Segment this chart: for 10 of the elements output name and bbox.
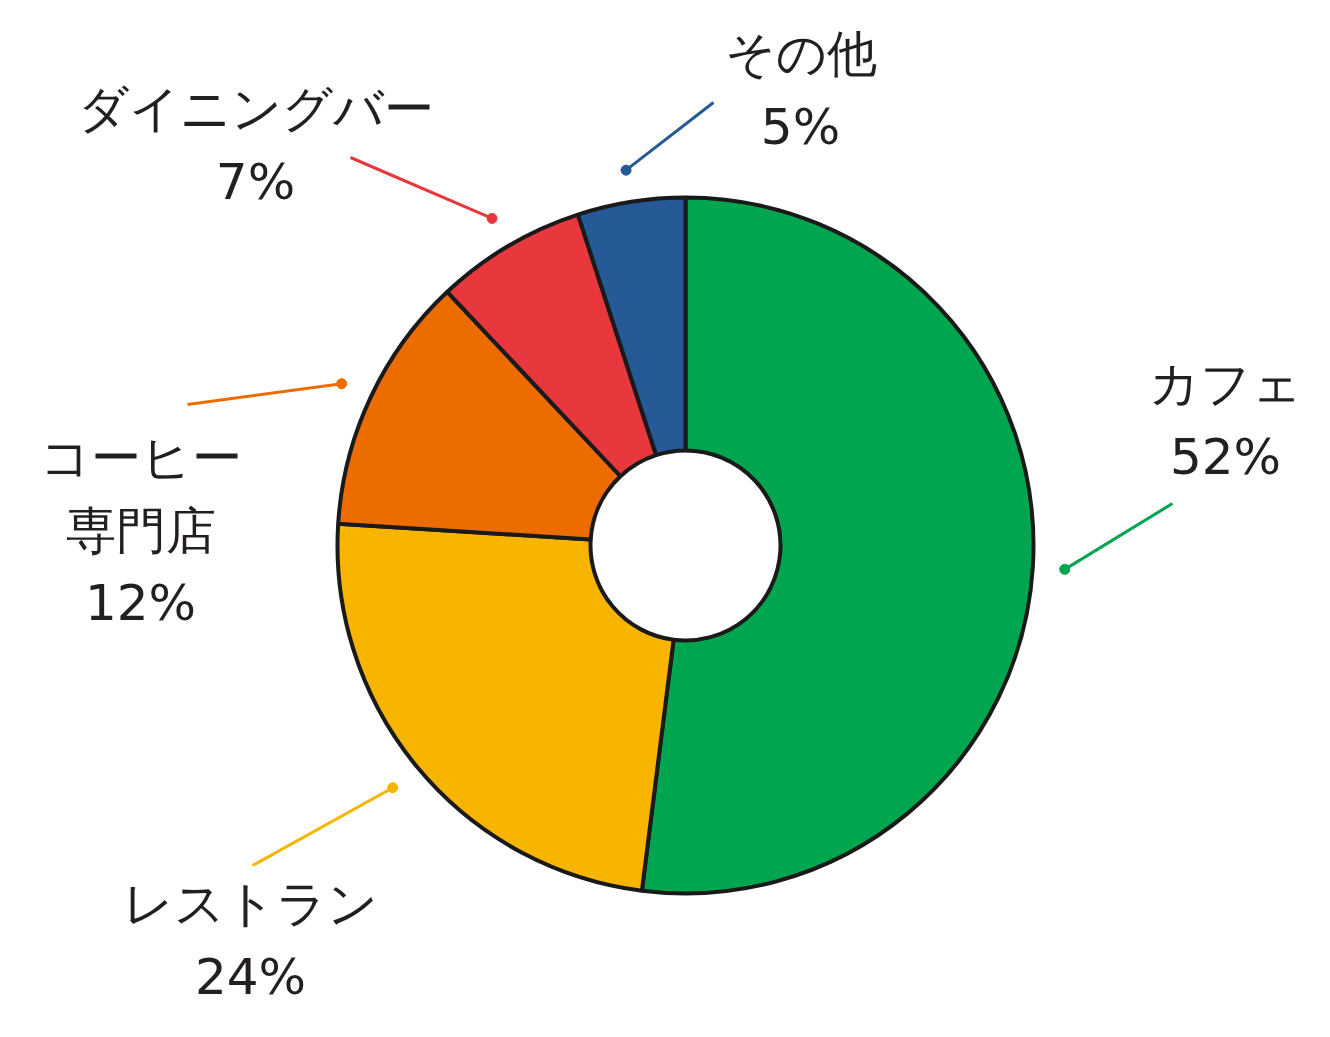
data-label: 24% — [194, 947, 307, 1006]
data-label: 12% — [84, 574, 197, 632]
data-label: 5% — [760, 97, 841, 156]
slice-label: コーヒー専門店 — [39, 429, 242, 560]
slice-label: カフェ — [1149, 355, 1302, 414]
slice-label: その他 — [724, 25, 877, 84]
slice-label: レストラン — [123, 875, 378, 934]
data-label: 7% — [215, 152, 296, 211]
data-label: 52% — [1169, 427, 1282, 486]
slice-label: ダイニングバー — [77, 80, 434, 139]
